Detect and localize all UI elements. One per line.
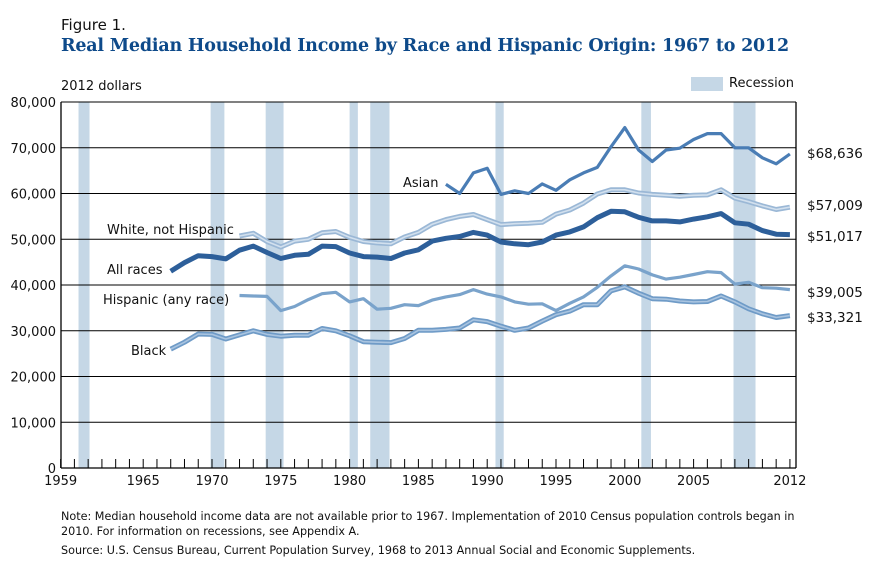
end-value-label-black: $33,321 [807, 310, 863, 326]
series-label-white-not-hispanic: White, not Hispanic [107, 223, 234, 238]
recession-swatch [691, 76, 723, 91]
x-tick-label: 2000 [608, 474, 641, 489]
y-tick-label: 80,000 [11, 96, 57, 111]
y-tick-label: 70,000 [11, 142, 57, 157]
end-value-label-white-not-hispanic: $57,009 [807, 198, 863, 214]
series-label-asian: Asian [403, 176, 438, 191]
x-tick-label: 1980 [333, 474, 366, 489]
figure-label: Figure 1. [61, 16, 126, 34]
line-chart: 0 10,000 20,000 30,000 40,000 50,000 60,000 70,… [11, 96, 863, 489]
series-line-white-not-hispanic [239, 189, 791, 248]
y-unit-label: 2012 dollars [61, 79, 142, 94]
series-label-all-races: All races [107, 263, 163, 278]
end-value-label-asian: $68,636 [807, 146, 863, 162]
x-tick-label: 1985 [402, 474, 435, 489]
x-tick-label: 1995 [539, 474, 572, 489]
x-tick-label: 2012 [773, 474, 806, 489]
series-labels: Asian $68,636 White, not Hispanic $57,009 Al… [103, 146, 863, 359]
end-value-label-hispanic-any-race: $39,005 [807, 285, 863, 301]
series-line-asian [445, 125, 791, 196]
x-tick-label: 1970 [195, 474, 228, 489]
y-tick-label: 20,000 [11, 371, 57, 386]
series-line-hispanic-any-race [239, 264, 791, 313]
x-tick-label: 1965 [127, 474, 160, 489]
y-tick-label: 10,000 [11, 416, 57, 431]
source-note: Source: U.S. Census Bureau, Current Popu… [61, 544, 696, 557]
gridlines [61, 101, 796, 423]
legend-recession-label: Recession [729, 76, 794, 91]
x-tick-label: 1975 [264, 474, 297, 489]
chart-title: Real Median Household Income by Race and… [61, 36, 789, 56]
end-value-label-all-races: $51,017 [807, 229, 863, 245]
y-tick-label: 60,000 [11, 188, 57, 203]
series-label-black: Black [131, 344, 167, 359]
y-tick-label: 40,000 [11, 279, 57, 294]
x-tick-label: 1959 [44, 474, 77, 489]
series-label-hispanic-any-race: Hispanic (any race) [103, 293, 229, 308]
x-tick-label: 1990 [471, 474, 504, 489]
footnote: Note: Median household income data are n… [61, 510, 795, 538]
y-tick-label: 50,000 [11, 233, 57, 248]
x-tick-label: 2005 [677, 474, 710, 489]
legend: Recession [691, 76, 794, 91]
series-line-black [170, 285, 791, 350]
series-line-all-races [169, 208, 790, 274]
y-tick-label: 30,000 [11, 325, 57, 340]
y-tick-label: 0 [48, 462, 56, 477]
axes: 0 10,000 20,000 30,000 40,000 50,000 60,000 70,… [11, 96, 807, 489]
series-lines [169, 125, 791, 352]
